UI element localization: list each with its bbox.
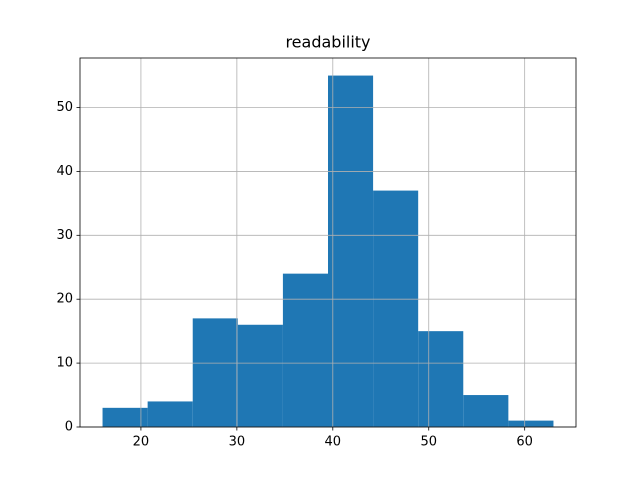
bar [508,420,554,427]
y-tick-label: 0 [65,420,73,435]
axes: 20 30 40 50 60 0 10 20 30 40 50 [56,57,577,450]
bar [373,190,419,427]
bar [102,407,148,427]
x-tick-label: 40 [325,435,342,450]
y-tick-label: 10 [56,356,73,371]
chart-title: readability [285,33,370,52]
plot-frame [79,57,577,428]
bar [463,395,509,427]
x-tick-label: 60 [516,435,533,450]
y-tick-label: 20 [56,292,73,307]
y-tick-label: 30 [56,228,73,243]
x-tick-label: 20 [133,435,150,450]
y-tick-label: 50 [56,100,73,115]
x-tick-label: 30 [229,435,246,450]
grid [80,58,576,428]
bar [237,324,283,427]
x-tick-label: 50 [420,435,437,450]
y-tick-label: 40 [56,164,73,179]
bar [328,75,374,428]
bar [418,331,464,427]
bar [147,401,193,427]
bar [282,273,328,427]
bar [192,318,238,427]
